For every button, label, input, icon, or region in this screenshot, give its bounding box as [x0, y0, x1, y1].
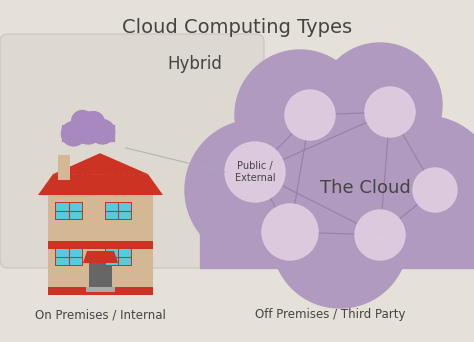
Bar	[89, 259, 112, 287]
Bar	[55, 248, 82, 266]
Bar	[48, 195, 153, 295]
Polygon shape	[53, 153, 148, 174]
Bar	[106, 203, 131, 219]
Circle shape	[72, 110, 93, 132]
FancyBboxPatch shape	[62, 125, 114, 141]
Circle shape	[355, 210, 405, 260]
Circle shape	[318, 43, 442, 167]
Circle shape	[235, 50, 365, 180]
Polygon shape	[83, 251, 118, 263]
Bar	[55, 202, 82, 220]
Bar	[48, 241, 153, 249]
Bar	[58, 155, 70, 180]
Circle shape	[250, 85, 430, 265]
Bar	[86, 287, 115, 292]
Bar	[56, 203, 82, 219]
Text: Private / Internal: Private / Internal	[56, 172, 144, 182]
Circle shape	[83, 111, 104, 133]
Circle shape	[90, 120, 115, 144]
Circle shape	[272, 172, 408, 308]
Polygon shape	[38, 174, 163, 195]
Circle shape	[285, 90, 335, 140]
Bar	[48, 287, 153, 295]
Bar	[56, 249, 82, 265]
FancyBboxPatch shape	[200, 200, 474, 268]
Bar	[105, 248, 132, 266]
Circle shape	[262, 204, 318, 260]
Text: Public /
External: Public / External	[235, 161, 275, 183]
Text: Hybrid: Hybrid	[168, 55, 222, 73]
Text: The Cloud: The Cloud	[319, 179, 410, 197]
Bar	[106, 249, 131, 265]
Circle shape	[225, 142, 285, 202]
Circle shape	[413, 168, 457, 212]
Text: Cloud Computing Types: Cloud Computing Types	[122, 18, 352, 37]
Circle shape	[185, 120, 325, 260]
Circle shape	[353, 116, 474, 260]
Text: Off Premises / Third Party: Off Premises / Third Party	[255, 308, 405, 321]
Circle shape	[62, 121, 86, 146]
FancyBboxPatch shape	[0, 34, 264, 268]
Circle shape	[365, 87, 415, 137]
Circle shape	[72, 112, 104, 144]
Bar	[105, 202, 132, 220]
Text: On Premises / Internal: On Premises / Internal	[35, 308, 165, 321]
